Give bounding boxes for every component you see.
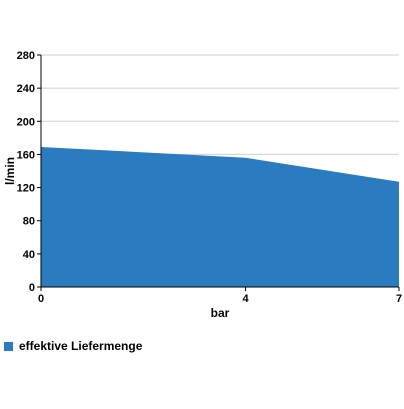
y-tick-label: 240: [17, 83, 35, 95]
y-tick-label: 200: [17, 116, 35, 128]
y-axis-title: l/min: [3, 157, 17, 185]
y-tick-label: 80: [23, 216, 35, 228]
legend-label: effektive Liefermenge: [19, 339, 142, 353]
area-series-effektive-liefermenge: [41, 147, 399, 287]
legend-swatch: [4, 342, 13, 351]
y-tick-label: 280: [17, 50, 35, 62]
legend: effektive Liefermenge: [4, 339, 142, 353]
y-tick-label: 40: [23, 249, 35, 261]
y-tick-label: 120: [17, 183, 35, 195]
area-layer: [41, 147, 399, 287]
x-axis-title: bar: [211, 306, 230, 320]
x-tick-label: 0: [38, 293, 44, 305]
x-tick-label: 4: [243, 293, 250, 305]
y-tick-label: 160: [17, 149, 35, 161]
x-tick-label: 7: [396, 293, 402, 305]
y-tick-label: 0: [29, 282, 35, 294]
